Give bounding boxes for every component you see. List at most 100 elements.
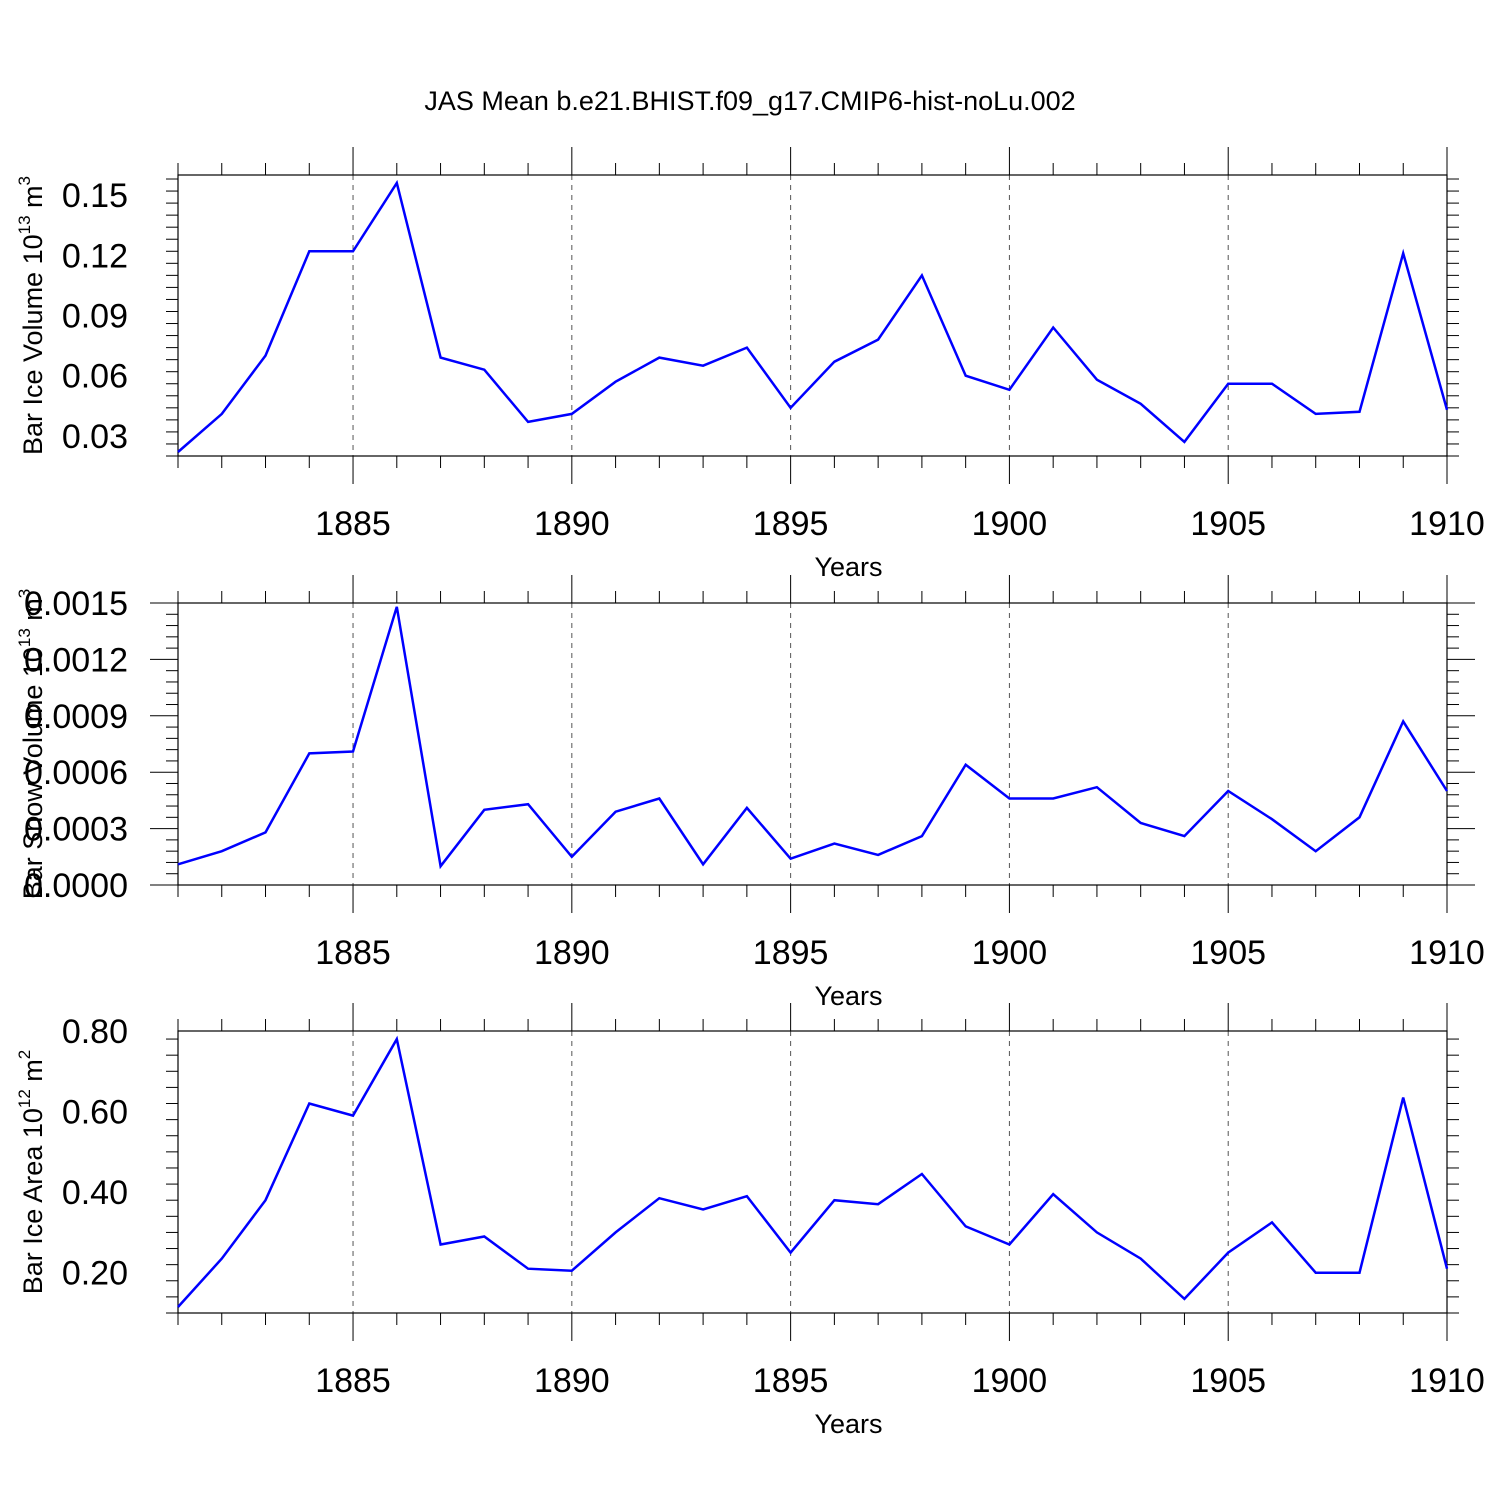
y-tick-label: 0.09 — [62, 298, 128, 336]
data-point — [220, 412, 224, 416]
data-point — [1095, 785, 1099, 789]
data-point — [351, 1114, 355, 1118]
data-point — [745, 1194, 749, 1198]
data-point — [176, 450, 180, 454]
data-point — [1007, 1243, 1011, 1247]
data-point — [964, 1224, 968, 1228]
y-axis-label-text: Bar Ice Volume 10 — [18, 234, 48, 455]
data-point — [745, 806, 749, 810]
data-point — [1357, 410, 1361, 414]
y-tick-label: 0.0012 — [24, 641, 128, 679]
series-line — [177, 179, 1449, 453]
data-point — [482, 1234, 486, 1238]
y-tick-label: 0.60 — [62, 1094, 128, 1132]
panels: 1885 1890 1895 1900 1905 1910 Years 0.03 0.06 0.0… — [15, 147, 1485, 1439]
y-axis-label-unit-exponent: 3 — [15, 176, 34, 185]
data-point — [657, 797, 661, 801]
data-point — [1095, 378, 1099, 382]
data-point — [1401, 719, 1405, 723]
data-point — [1445, 1267, 1449, 1271]
x-tick-label: 1890 — [534, 505, 610, 543]
x-axis-label: Years — [814, 552, 882, 582]
data-point — [439, 1243, 443, 1247]
x-axis-label: Years — [814, 1409, 882, 1439]
data-point — [264, 354, 268, 358]
data-point — [876, 853, 880, 857]
data-point — [1226, 382, 1230, 386]
data-point — [1270, 1220, 1274, 1224]
y-tick-label: 0.80 — [62, 1013, 128, 1051]
data-point — [526, 802, 530, 806]
data-point — [1357, 815, 1361, 819]
x-tick-label: 1900 — [972, 1362, 1048, 1400]
y-tick-label: 0.15 — [62, 177, 128, 215]
data-point — [1445, 408, 1449, 412]
data-point — [1445, 789, 1449, 793]
data-point — [920, 834, 924, 838]
panel-1: 1885 1890 1895 1900 1905 1910 Years 0.03 0.06 0.0… — [15, 147, 1485, 582]
data-point — [789, 406, 793, 410]
data-point — [701, 364, 705, 368]
data-point — [395, 605, 399, 609]
data-point — [1182, 834, 1186, 838]
data-point — [307, 751, 311, 755]
y-tick-label: 0.20 — [62, 1255, 128, 1293]
data-point — [439, 356, 443, 360]
data-point — [1051, 326, 1055, 330]
data-point — [832, 1198, 836, 1202]
data-point — [1182, 1297, 1186, 1301]
data-point — [395, 1037, 399, 1041]
data-point — [1401, 251, 1405, 255]
y-axis-label-text: Bar Snow Volume 10 — [18, 647, 48, 899]
y-tick-label: 0.0003 — [24, 811, 128, 849]
data-point — [220, 1257, 224, 1261]
y-axis-label-unit-exponent: 3 — [15, 589, 34, 598]
plot-frame — [177, 1030, 1448, 1314]
y-tick-label: 0.03 — [62, 418, 128, 456]
data-point — [701, 862, 705, 866]
plot-frame — [177, 174, 1448, 457]
data-point — [876, 1202, 880, 1206]
data-point — [482, 368, 486, 372]
data-point — [789, 857, 793, 861]
y-axis-label: Bar Ice Volume 1013 m3 — [15, 176, 48, 455]
x-tick-label: 1895 — [753, 934, 829, 972]
data-point — [1226, 789, 1230, 793]
data-point — [307, 249, 311, 253]
data-point — [570, 855, 574, 859]
x-tick-label: 1885 — [315, 934, 391, 972]
y-axis-label-exponent: 12 — [15, 1089, 34, 1108]
data-point — [964, 374, 968, 378]
data-point — [1139, 821, 1143, 825]
x-tick-label: 1895 — [753, 505, 829, 543]
data-point — [657, 1196, 661, 1200]
data-point — [1051, 797, 1055, 801]
data-point — [220, 849, 224, 853]
data-point — [1314, 412, 1318, 416]
data-point — [264, 830, 268, 834]
data-point — [1226, 1251, 1230, 1255]
data-point — [1095, 1230, 1099, 1234]
data-point — [1314, 849, 1318, 853]
x-tick-label: 1890 — [534, 1362, 610, 1400]
data-point — [1139, 1257, 1143, 1261]
data-point — [570, 1269, 574, 1273]
data-point — [526, 1267, 530, 1271]
data-point — [1051, 1192, 1055, 1196]
data-point — [657, 356, 661, 360]
data-point — [264, 1198, 268, 1202]
data-point — [920, 273, 924, 277]
y-axis-label-text: Bar Ice Area 10 — [18, 1108, 48, 1294]
data-point — [482, 808, 486, 812]
x-tick-label: 1885 — [315, 505, 391, 543]
y-tick-label: 0.0006 — [24, 754, 128, 792]
series-line — [177, 606, 1449, 870]
x-tick-label: 1900 — [972, 505, 1048, 543]
x-tick-label: 1910 — [1409, 934, 1485, 972]
data-point — [351, 249, 355, 253]
data-point — [614, 380, 618, 384]
data-point — [1401, 1095, 1405, 1099]
data-point — [176, 1305, 180, 1309]
data-point — [439, 864, 443, 868]
data-point — [395, 181, 399, 185]
